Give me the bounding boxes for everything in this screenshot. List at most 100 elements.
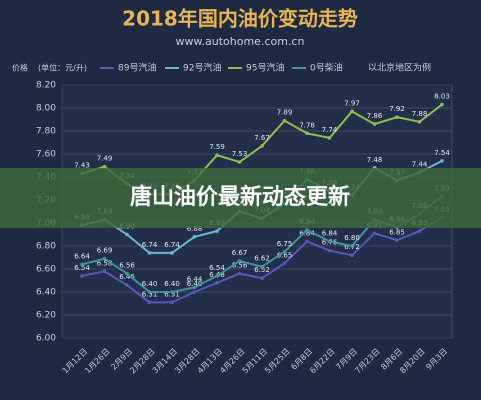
y-tick-label: 6.00 bbox=[36, 334, 56, 344]
value-label: 7.49 bbox=[97, 155, 113, 163]
data-point bbox=[237, 160, 242, 164]
value-label: 6.56 bbox=[119, 262, 135, 270]
value-label: 7.74 bbox=[322, 126, 338, 134]
value-label: 6.75 bbox=[277, 240, 293, 248]
y-unit: (单位：元/升) bbox=[38, 63, 87, 73]
data-point bbox=[327, 136, 332, 140]
value-label: 6.74 bbox=[142, 241, 158, 249]
y-tick-label: 6.40 bbox=[36, 288, 56, 298]
chart-subtitle: www.autohome.com.cn bbox=[176, 35, 305, 48]
value-label: 6.40 bbox=[142, 280, 158, 288]
data-point bbox=[305, 228, 309, 232]
value-label: 6.69 bbox=[97, 247, 113, 255]
value-label: 6.64 bbox=[74, 252, 90, 260]
banner-band bbox=[0, 168, 481, 228]
value-label: 7.53 bbox=[232, 150, 248, 158]
data-point bbox=[125, 283, 129, 287]
value-label: 7.67 bbox=[254, 134, 270, 142]
data-point bbox=[192, 285, 197, 290]
value-label: 7.43 bbox=[74, 162, 90, 170]
value-label: 7.88 bbox=[412, 110, 428, 118]
data-point bbox=[125, 232, 129, 237]
data-point bbox=[102, 269, 107, 274]
data-point bbox=[147, 290, 152, 294]
data-point bbox=[80, 274, 84, 278]
data-point bbox=[372, 231, 377, 236]
data-point bbox=[192, 235, 197, 239]
value-label: 7.89 bbox=[277, 109, 293, 117]
value-label: 6.85 bbox=[389, 228, 405, 236]
data-point bbox=[102, 256, 107, 261]
legend-label: 89号汽油 bbox=[118, 62, 156, 74]
legend-label: 92号汽油 bbox=[183, 62, 221, 74]
y-tick-label: 7.60 bbox=[36, 150, 56, 160]
value-label: 7.44 bbox=[412, 160, 428, 168]
value-label: 6.44 bbox=[187, 275, 203, 283]
value-label: 6.74 bbox=[164, 241, 180, 249]
data-point bbox=[237, 271, 242, 276]
data-point bbox=[327, 248, 332, 253]
data-point bbox=[215, 229, 219, 233]
data-point bbox=[440, 102, 444, 107]
value-label: 7.86 bbox=[367, 112, 383, 120]
data-point bbox=[102, 164, 107, 169]
value-label: 6.84 bbox=[299, 229, 315, 237]
data-point bbox=[215, 274, 219, 278]
y-tick-label: 6.20 bbox=[36, 311, 56, 321]
data-point bbox=[170, 300, 174, 305]
value-label: 6.62 bbox=[254, 255, 270, 263]
value-label: 7.78 bbox=[299, 121, 315, 129]
value-label: 6.31 bbox=[142, 290, 158, 298]
value-label: 7.92 bbox=[389, 105, 405, 113]
legend-label: 95号汽油 bbox=[246, 62, 284, 74]
y-tick-label: 8.20 bbox=[36, 81, 56, 91]
value-label: 6.67 bbox=[232, 249, 248, 257]
value-label: 6.54 bbox=[209, 264, 225, 272]
data-point bbox=[170, 290, 174, 294]
y-tick-label: 6.80 bbox=[36, 242, 56, 252]
data-point bbox=[282, 261, 287, 266]
value-label: 7.97 bbox=[344, 99, 360, 107]
value-label: 7.54 bbox=[434, 149, 450, 157]
value-label: 6.40 bbox=[187, 280, 203, 288]
data-point bbox=[350, 109, 354, 114]
y-tick-label: 7.80 bbox=[36, 127, 56, 137]
data-point bbox=[395, 238, 399, 243]
value-label: 6.31 bbox=[164, 290, 180, 298]
value-label: 6.54 bbox=[74, 264, 90, 272]
data-point bbox=[125, 271, 129, 276]
data-point bbox=[147, 300, 152, 305]
data-point bbox=[417, 229, 422, 233]
legend-label: 0号柴油 bbox=[310, 62, 343, 74]
value-label: 6.46 bbox=[119, 273, 135, 281]
data-point bbox=[260, 264, 264, 269]
value-label: 8.03 bbox=[434, 93, 450, 101]
data-point bbox=[372, 122, 377, 126]
data-point bbox=[350, 253, 354, 257]
data-point bbox=[80, 262, 84, 267]
data-point bbox=[305, 239, 309, 244]
value-label: 7.48 bbox=[367, 156, 383, 164]
data-point bbox=[417, 120, 422, 124]
value-label: 6.56 bbox=[232, 262, 248, 270]
y-tick-label: 6.60 bbox=[36, 265, 56, 275]
data-point bbox=[305, 131, 309, 136]
value-label: 6.40 bbox=[164, 280, 180, 288]
data-point bbox=[282, 249, 287, 254]
data-point bbox=[170, 251, 174, 255]
data-point bbox=[147, 251, 152, 255]
data-point bbox=[350, 244, 354, 248]
value-label: 6.58 bbox=[97, 259, 113, 267]
data-point bbox=[327, 239, 332, 244]
value-label: 6.80 bbox=[344, 234, 360, 242]
data-point bbox=[282, 118, 287, 123]
data-point bbox=[440, 159, 444, 163]
data-point bbox=[260, 144, 264, 148]
value-label: 7.59 bbox=[209, 143, 225, 151]
value-label: 6.65 bbox=[277, 251, 293, 259]
chart-title: 2018年国内油价变动走势 bbox=[122, 7, 358, 31]
data-point bbox=[192, 290, 197, 294]
data-point bbox=[215, 281, 219, 285]
